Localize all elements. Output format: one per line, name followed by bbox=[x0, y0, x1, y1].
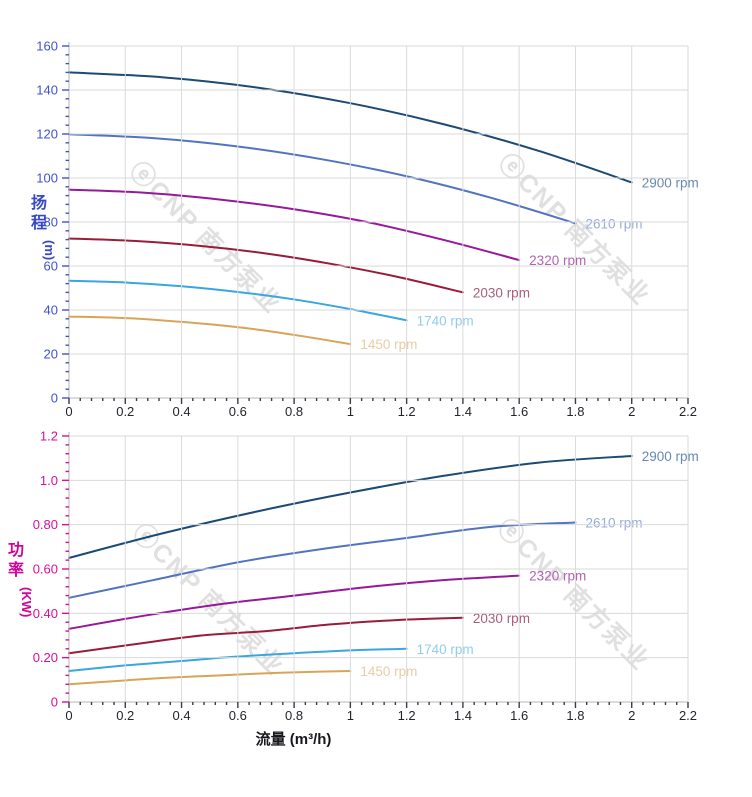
svg-text:功: 功 bbox=[8, 541, 24, 559]
y-tick-label: 140 bbox=[36, 83, 58, 98]
axes: 0 0.20 0.40 0.60 0.80 1.0 1.2 0 0.2 0.4 0.6 0.8 1 1.2… bbox=[33, 429, 697, 724]
y-tick-label: 0.20 bbox=[33, 650, 58, 665]
svg-text:率: 率 bbox=[8, 560, 24, 579]
y-tick-label: 0.80 bbox=[33, 517, 58, 532]
x-tick-label: 0.2 bbox=[116, 708, 134, 723]
series-label-2610-rpm: 2610 rpm bbox=[585, 216, 642, 231]
curve-2030-rpm bbox=[68, 237, 464, 294]
x-tick-label: 2.2 bbox=[679, 708, 697, 723]
y-tick-label: 160 bbox=[36, 39, 58, 54]
x-tick-label: 2 bbox=[628, 404, 635, 419]
y-tick-label: 1.2 bbox=[40, 429, 58, 444]
y-tick-label: 60 bbox=[44, 259, 58, 274]
x-tick-label: 0 bbox=[65, 404, 72, 419]
x-tick-label: 0.4 bbox=[173, 708, 191, 723]
y-tick-label: 40 bbox=[44, 303, 58, 318]
x-tick-label: 1.4 bbox=[454, 708, 472, 723]
y-tick-label: 100 bbox=[36, 171, 58, 186]
series-label-2030-rpm: 2030 rpm bbox=[473, 611, 530, 626]
series-label-2320-rpm: 2320 rpm bbox=[529, 569, 586, 584]
series-label-1450-rpm: 1450 rpm bbox=[360, 664, 417, 679]
y-axis-title: 功率 (KW) bbox=[8, 541, 34, 617]
curve-2030-rpm bbox=[68, 616, 464, 655]
series-label-2900-rpm: 2900 rpm bbox=[642, 175, 699, 190]
svg-text:(KW): (KW) bbox=[19, 587, 34, 617]
svg-text:扬: 扬 bbox=[31, 193, 47, 212]
x-tick-label: 0.2 bbox=[116, 404, 134, 419]
x-tick-label: 2 bbox=[628, 708, 635, 723]
x-tick-label: 1.6 bbox=[510, 708, 528, 723]
series-label-1450-rpm: 1450 rpm bbox=[360, 337, 417, 352]
svg-text:(m): (m) bbox=[42, 240, 57, 260]
x-tick-label: 0.4 bbox=[173, 404, 191, 419]
y-tick-label: 0 bbox=[51, 391, 58, 406]
series-label-2900-rpm: 2900 rpm bbox=[642, 449, 699, 464]
y-tick-label: 0 bbox=[51, 695, 58, 710]
axes: 0 20 40 60 80 100 120 140 160 0 0.2 0.4 0.6 0.8 1 1.2 1.… bbox=[36, 39, 697, 420]
x-tick-label: 0.8 bbox=[285, 708, 303, 723]
x-tick-label: 1.2 bbox=[398, 404, 416, 419]
x-tick-label: 2.2 bbox=[679, 404, 697, 419]
y-tick-label: 120 bbox=[36, 127, 58, 142]
x-tick-label: 1.2 bbox=[398, 708, 416, 723]
svg-text:程: 程 bbox=[31, 214, 47, 232]
x-tick-label: 1.6 bbox=[510, 404, 528, 419]
x-tick-label: 1 bbox=[347, 404, 354, 419]
x-tick-label: 1.8 bbox=[566, 404, 584, 419]
curve-2610-rpm bbox=[68, 521, 577, 599]
x-axis-title: 流量 (m³/h) bbox=[256, 730, 332, 748]
series-label-1740-rpm: 1740 rpm bbox=[417, 313, 474, 328]
series-label-2030-rpm: 2030 rpm bbox=[473, 285, 530, 300]
watermark-text-3: ⓔCNP 南方泵业 bbox=[492, 513, 656, 677]
curve-1450-rpm bbox=[68, 315, 352, 346]
x-tick-label: 1.8 bbox=[566, 708, 584, 723]
series-label-2610-rpm: 2610 rpm bbox=[585, 515, 642, 530]
y-tick-label: 1.0 bbox=[40, 473, 58, 488]
y-tick-label: 0.60 bbox=[33, 562, 58, 577]
y-tick-label: 80 bbox=[44, 215, 58, 230]
series-label-1740-rpm: 1740 rpm bbox=[417, 642, 474, 657]
y-tick-label: 20 bbox=[44, 347, 58, 362]
curve-2610-rpm bbox=[68, 133, 577, 225]
curve-1450-rpm bbox=[68, 669, 352, 686]
x-tick-label: 1.4 bbox=[454, 404, 472, 419]
y-tick-label: 0.40 bbox=[33, 606, 58, 621]
x-tick-label: 0.6 bbox=[229, 708, 247, 723]
series-label-2320-rpm: 2320 rpm bbox=[529, 253, 586, 268]
x-tick-label: 0.8 bbox=[285, 404, 303, 419]
x-tick-label: 1 bbox=[347, 708, 354, 723]
y-axis-title: 扬程 (m) bbox=[31, 193, 57, 260]
x-tick-label: 0.6 bbox=[229, 404, 247, 419]
x-tick-label: 0 bbox=[65, 708, 72, 723]
